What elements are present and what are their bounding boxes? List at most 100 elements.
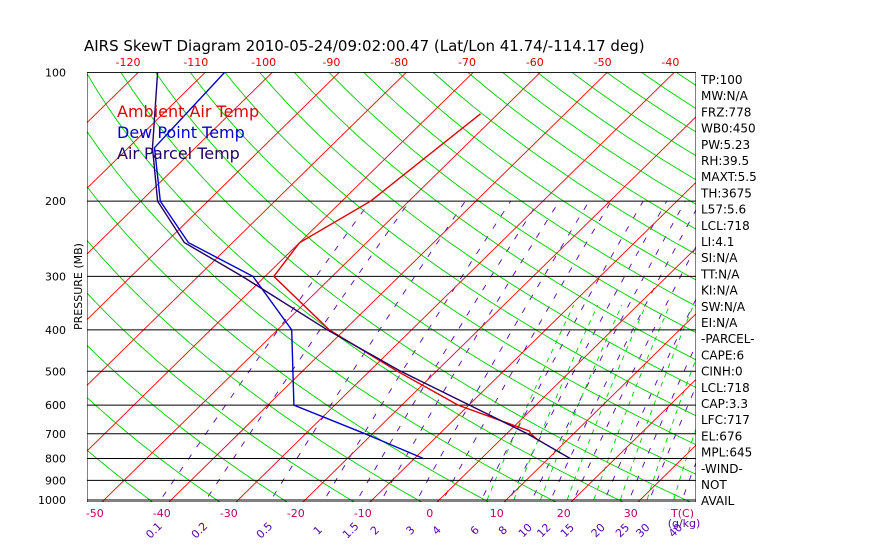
mixing-ratio-tick-label: 10: [516, 521, 535, 540]
bottom-temp-tick-label: -10: [354, 507, 372, 520]
isotherm-line: [436, 247, 696, 502]
isotherms: [0, 53, 696, 509]
index-entry: EI:N/A: [701, 316, 738, 330]
isotherm-line: [302, 116, 696, 502]
isotherm-line: [503, 313, 696, 502]
isotherm-line: [369, 181, 696, 502]
legend-ambient: Ambient Air Temp: [117, 102, 259, 121]
series-line-air-parcel-temp: [151, 72, 571, 460]
top-temp-tick-label: -120: [116, 56, 141, 69]
index-entry: MW:N/A: [701, 89, 749, 103]
bottom-temp-tick-label: 0: [426, 507, 433, 520]
dry-adiabats: [0, 53, 870, 509]
bottom-temp-tick-label: 20: [557, 507, 571, 520]
isotherm-line: [570, 378, 696, 502]
index-entry: -PARCEL-: [701, 332, 755, 346]
index-entry: TH:3675: [700, 186, 752, 200]
moist-adiabat-line: [539, 304, 623, 502]
isobars: [87, 72, 696, 502]
mixing-ratio-line: [530, 200, 686, 502]
mixing-ratio-line: [322, 200, 512, 502]
isotherm-line: [87, 72, 408, 386]
dry-adiabat-line: [782, 53, 870, 509]
isotherm-line: [87, 72, 207, 189]
dry-adiabat-line: [362, 72, 696, 307]
pressure-tick-label: 1000: [38, 494, 66, 507]
top-temp-tick-label: -100: [251, 56, 276, 69]
chart-title: AIRS SkewT Diagram 2010-05-24/09:02:00.4…: [84, 37, 645, 55]
top-temperature-axis: -120 -110 -100 -90 -80 -70 -60 -50 -40: [116, 56, 680, 69]
moist-adiabat-line: [672, 427, 696, 502]
dry-adiabat-line: [87, 292, 356, 502]
mixing-ratio-tick-label: 15: [558, 521, 577, 540]
index-entry: CINH:0: [701, 365, 743, 379]
index-entry: MPL:645: [701, 446, 752, 460]
legend-parcel: Air Parcel Temp: [117, 144, 240, 163]
dry-adiabat-line: [87, 396, 221, 502]
bottom-temp-tick-label: -50: [86, 507, 104, 520]
isotherm-line: [235, 72, 676, 502]
bottom-temp-tick-label: -40: [153, 507, 171, 520]
isotherm-line: [101, 72, 542, 502]
mixing-ratio-line: [355, 200, 540, 502]
mixing-ratio-tick-label: 0.1: [143, 520, 165, 542]
index-entry: L57:5.6: [701, 203, 746, 217]
index-entry: LCL:718: [701, 219, 750, 233]
top-temp-tick-label: -50: [594, 56, 612, 69]
dry-adiabat-line: [397, 72, 696, 281]
index-entry: -WIND-: [701, 462, 743, 476]
mixing-ratio-line: [508, 200, 668, 502]
isotherm-line: [87, 72, 475, 452]
isotherm-line: [0, 53, 24, 509]
index-entry: AVAIL: [701, 494, 735, 508]
index-entry: LCL:718: [701, 381, 750, 395]
mixing-ratio-line: [204, 200, 410, 502]
pressure-tick-label: 800: [45, 453, 66, 466]
bottom-axis-unit-label: T(C): [670, 507, 694, 520]
top-temp-tick-label: -110: [183, 56, 208, 69]
pressure-tick-label: 700: [45, 428, 66, 441]
series-line-dew-point-temp: [153, 72, 424, 460]
y-axis-label: PRESSURE (MB): [72, 243, 85, 330]
dry-adiabat-line: [328, 72, 696, 334]
dry-adiabat-line: [189, 72, 696, 446]
dry-adiabat-line: [87, 344, 288, 502]
index-entry: WB0:450: [701, 122, 756, 136]
mixing-ratio-tick-label: 30: [633, 521, 652, 540]
mixing-ratio-tick-label: 2: [368, 523, 382, 537]
dry-adiabat-line: [258, 72, 696, 389]
bottom-axis: -50 -40 -30 -20 -10 0 10 20 30 T(C) 0.1 0.2 0.5 1 1.5 2…: [86, 507, 700, 541]
mixing-ratio-tick-label: 12: [534, 521, 553, 540]
mixing-ratio-tick-label: 1.5: [340, 520, 362, 542]
index-entry: CAPE:6: [701, 348, 744, 362]
dry-adiabat-line: [224, 72, 696, 417]
top-temp-tick-label: -60: [526, 56, 544, 69]
dry-adiabat-line: [466, 72, 696, 230]
index-entry: FRZ:778: [701, 105, 751, 119]
index-entry: EL:676: [701, 429, 742, 443]
mixing-ratio-line: [479, 200, 644, 502]
mixing-ratio-line: [603, 298, 696, 502]
legend-dewpoint: Dew Point Temp: [117, 123, 245, 142]
bottom-temp-tick-label: 30: [624, 507, 638, 520]
stability-indices: TP:100 MW:N/A FRZ:778 WB0:450 PW:5.23 RH:39.5…: [700, 73, 757, 508]
dry-adiabat-line: [0, 53, 26, 509]
isotherm-line: [87, 72, 341, 321]
index-entry: TP:100: [700, 73, 743, 87]
index-entry: PW:5.23: [701, 138, 750, 152]
mixing-ratio-line: [415, 200, 590, 502]
moist-adiabat-line: [645, 357, 696, 502]
mixing-ratio-unit-label: (g/kg): [668, 517, 701, 530]
mixing-ratio-line: [572, 245, 696, 502]
isotherm-line: [168, 72, 609, 502]
dry-adiabat-line: [154, 72, 696, 475]
index-entry: LI:4.1: [701, 235, 734, 249]
top-temp-tick-label: -40: [661, 56, 679, 69]
index-entry: KI:N/A: [701, 284, 738, 298]
mixing-ratio-tick-label: 0.5: [254, 520, 276, 542]
index-entry: RH:39.5: [701, 154, 749, 168]
index-entry: CAP:3.3: [701, 397, 748, 411]
data-series: [151, 72, 571, 460]
pressure-tick-label: 400: [45, 324, 66, 337]
